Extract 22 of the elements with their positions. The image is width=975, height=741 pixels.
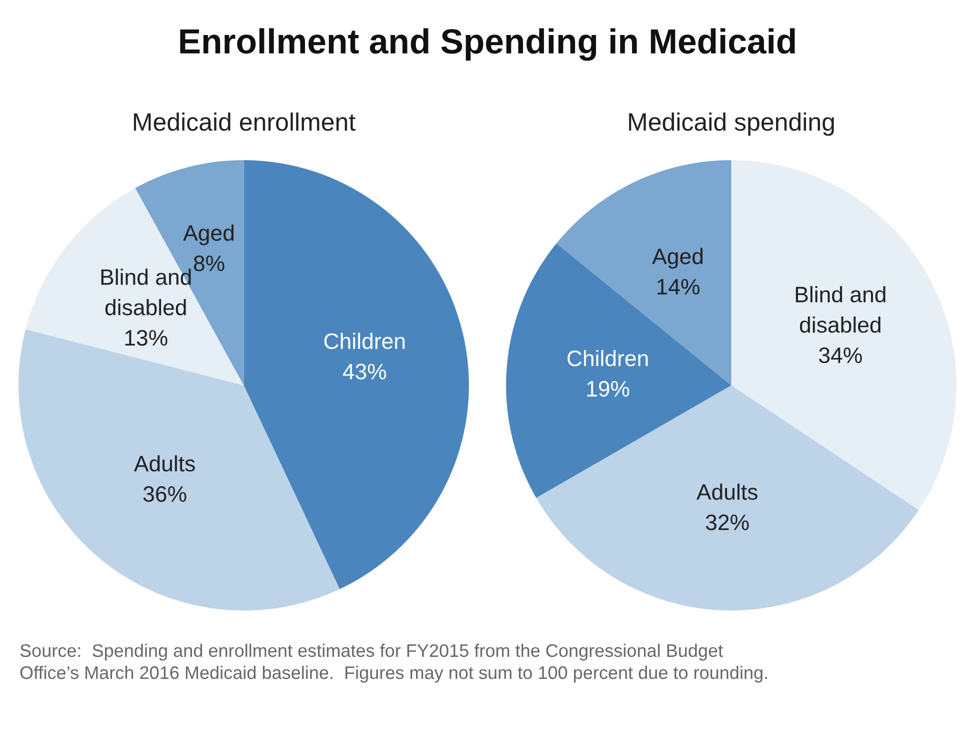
slice-label: Aged	[652, 248, 703, 269]
data-label: 43%	[342, 364, 386, 380]
data-label: 13%	[125, 330, 168, 346]
pie-slice	[26, 188, 244, 386]
slice-label: Children	[568, 350, 648, 366]
slice-label: Blind and disabled	[101, 268, 191, 316]
source-note: Source: Spending and enrollment estimates for FY2015 from the Congressional Budget Office’s March 2016 Medicaid baseline. Figures may not sum to 100 percent due to rounding.	[20, 644, 767, 683]
slice-label: Adults	[696, 484, 758, 500]
data-label: 34%	[819, 347, 862, 364]
data-label: 14%	[657, 278, 700, 295]
slice-label: Adults	[134, 455, 195, 472]
chart-title: Enrollment and Spending in Medicaid	[180, 28, 795, 61]
chart-subtitle: Medicaid enrollment	[134, 112, 356, 131]
slice-label: Aged	[183, 224, 234, 246]
pie-slice	[244, 160, 469, 590]
slice-label: Blind and disabled	[796, 286, 886, 333]
slice-label: Children	[324, 332, 405, 350]
data-label: 36%	[143, 486, 186, 502]
data-label: 32%	[706, 514, 749, 530]
data-label: 19%	[587, 380, 630, 397]
data-label: 8%	[194, 255, 224, 272]
chart-subtitle: Medicaid spending	[629, 112, 834, 136]
